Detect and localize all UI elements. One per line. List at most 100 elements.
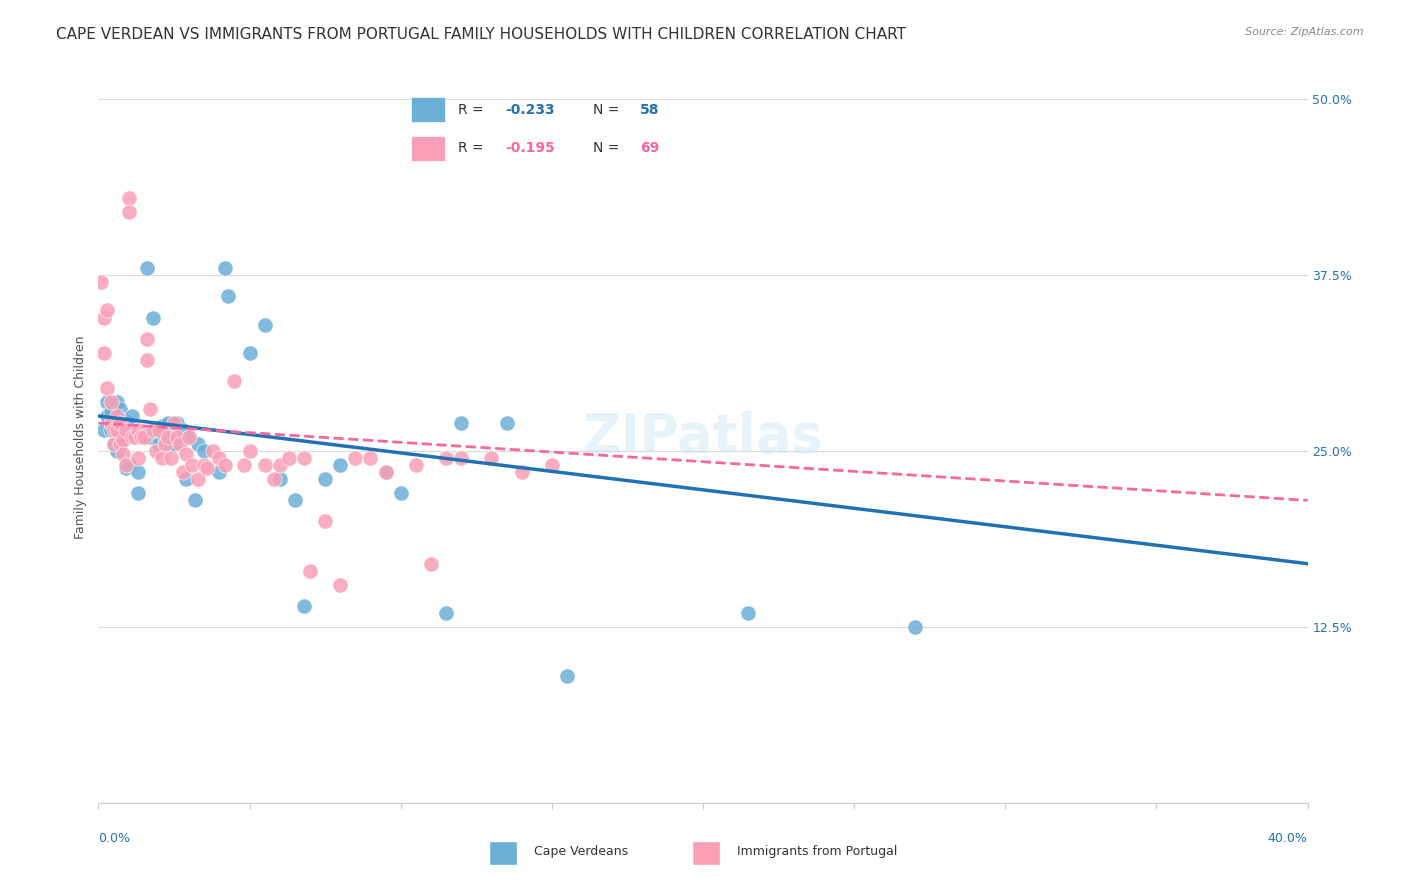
Point bbox=[135, 261, 157, 276]
Point bbox=[202, 444, 225, 458]
FancyBboxPatch shape bbox=[692, 840, 720, 865]
Point bbox=[224, 374, 246, 388]
Y-axis label: Family Households with Children: Family Households with Children bbox=[75, 335, 87, 539]
Point bbox=[114, 423, 136, 437]
Text: 40.0%: 40.0% bbox=[1268, 832, 1308, 845]
Point bbox=[129, 430, 152, 444]
Point bbox=[118, 191, 141, 205]
Point bbox=[156, 430, 179, 444]
Point bbox=[450, 451, 472, 466]
Point bbox=[118, 458, 141, 473]
Point bbox=[127, 486, 149, 500]
Point bbox=[269, 458, 291, 473]
Point bbox=[193, 458, 215, 473]
Point bbox=[111, 413, 134, 427]
Text: Immigrants from Portugal: Immigrants from Portugal bbox=[737, 846, 897, 858]
Point bbox=[314, 515, 336, 529]
Point bbox=[124, 430, 146, 444]
Point bbox=[239, 345, 262, 359]
Point bbox=[139, 401, 162, 416]
Point bbox=[174, 447, 197, 461]
Point bbox=[108, 430, 131, 444]
Point bbox=[179, 430, 201, 444]
Point bbox=[118, 416, 141, 430]
Point bbox=[103, 437, 125, 451]
Point bbox=[111, 433, 134, 447]
Point bbox=[127, 423, 149, 437]
Point bbox=[121, 430, 143, 444]
Point bbox=[405, 458, 427, 473]
Point bbox=[434, 451, 457, 466]
Point bbox=[93, 345, 115, 359]
Point bbox=[184, 493, 207, 508]
Point bbox=[174, 472, 197, 486]
Point bbox=[132, 430, 155, 444]
Point bbox=[555, 669, 578, 683]
Point bbox=[160, 451, 183, 466]
Point bbox=[127, 465, 149, 479]
Point bbox=[114, 458, 136, 473]
Point bbox=[510, 465, 533, 479]
Point bbox=[253, 318, 276, 332]
Point bbox=[187, 437, 209, 451]
Point bbox=[374, 465, 396, 479]
Point bbox=[114, 461, 136, 475]
Point bbox=[495, 416, 517, 430]
Text: -0.233: -0.233 bbox=[505, 103, 555, 117]
Point bbox=[179, 430, 201, 444]
Text: Source: ZipAtlas.com: Source: ZipAtlas.com bbox=[1246, 27, 1364, 37]
Point bbox=[208, 465, 231, 479]
Point bbox=[172, 465, 194, 479]
Point bbox=[232, 458, 254, 473]
Point bbox=[100, 395, 122, 409]
Point bbox=[329, 458, 352, 473]
Point bbox=[96, 395, 118, 409]
Point bbox=[90, 276, 112, 290]
Point bbox=[360, 451, 382, 466]
Point bbox=[269, 472, 291, 486]
Point bbox=[153, 437, 176, 451]
Point bbox=[481, 451, 503, 466]
Point bbox=[214, 458, 236, 473]
Point bbox=[166, 416, 188, 430]
Point bbox=[103, 416, 125, 430]
Point bbox=[93, 310, 115, 325]
Point bbox=[292, 451, 315, 466]
Point bbox=[111, 430, 134, 444]
Point bbox=[214, 261, 236, 276]
Point bbox=[292, 599, 315, 613]
Point bbox=[145, 423, 167, 437]
Point bbox=[169, 437, 191, 451]
Point bbox=[142, 310, 165, 325]
Point bbox=[195, 461, 218, 475]
Point bbox=[118, 205, 141, 219]
Point bbox=[103, 437, 125, 451]
Text: -0.195: -0.195 bbox=[505, 141, 555, 155]
Point bbox=[96, 409, 118, 423]
Point bbox=[150, 451, 173, 466]
Point bbox=[187, 472, 209, 486]
Point bbox=[100, 405, 122, 419]
Point bbox=[284, 493, 307, 508]
Point bbox=[103, 423, 125, 437]
Point bbox=[127, 451, 149, 466]
Point bbox=[450, 416, 472, 430]
Point bbox=[96, 303, 118, 318]
Point bbox=[111, 447, 134, 461]
Point bbox=[156, 416, 179, 430]
Point bbox=[344, 451, 367, 466]
Point bbox=[329, 578, 352, 592]
Point bbox=[163, 437, 186, 451]
Point bbox=[108, 401, 131, 416]
Point bbox=[193, 444, 215, 458]
FancyBboxPatch shape bbox=[411, 97, 444, 122]
Point bbox=[93, 423, 115, 437]
Point bbox=[239, 444, 262, 458]
Point bbox=[299, 564, 322, 578]
Text: Cape Verdeans: Cape Verdeans bbox=[534, 846, 628, 858]
Point bbox=[142, 423, 165, 437]
Point bbox=[389, 486, 412, 500]
FancyBboxPatch shape bbox=[489, 840, 517, 865]
Point bbox=[253, 458, 276, 473]
Point bbox=[737, 606, 759, 620]
